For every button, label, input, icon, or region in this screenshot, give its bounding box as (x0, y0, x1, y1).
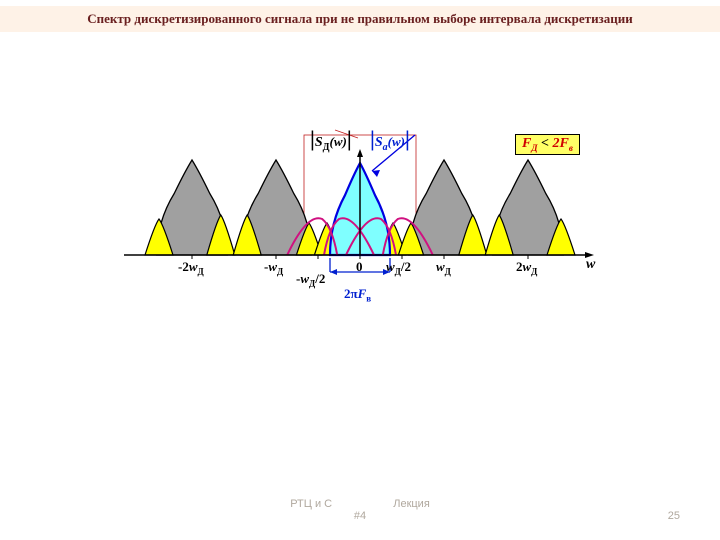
page-number: 25 (668, 510, 680, 522)
footer-sub: #4 (354, 510, 366, 522)
condition-box: FД < 2Fв (515, 134, 580, 155)
footer-left: РТЦ и С (290, 498, 332, 510)
label-sa: |Sa(w)| (370, 126, 410, 153)
page-title: Спектр дискретизированного сигнала при н… (87, 11, 633, 27)
title-bar: Спектр дискретизированного сигнала при н… (0, 6, 720, 32)
footer-right: Лекция (393, 498, 430, 510)
label-sd: |SД(w)| (310, 126, 352, 153)
slide-footer: РТЦ и С Лекция #4 (0, 498, 720, 522)
label-band: 2πFв (344, 286, 371, 304)
